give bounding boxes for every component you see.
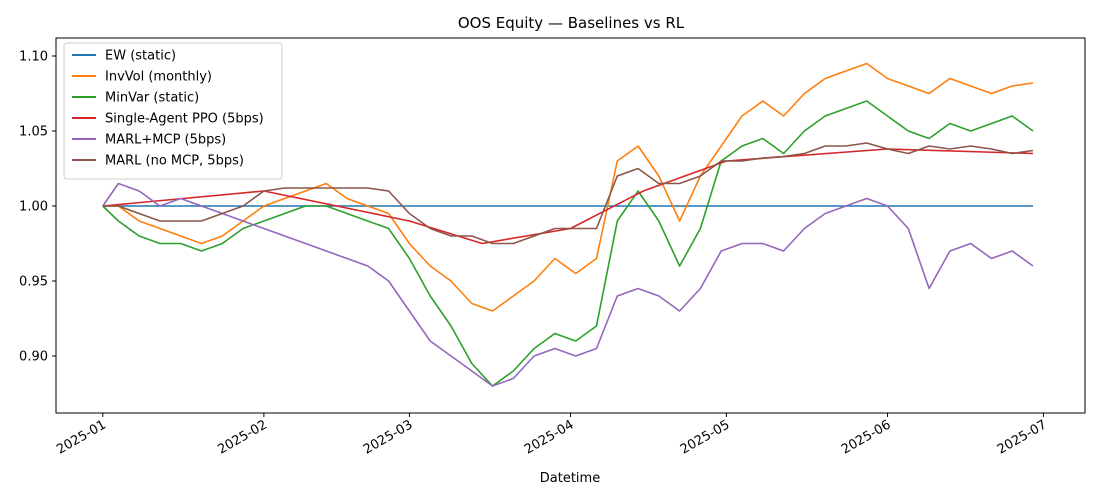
series-layer (102, 62, 1034, 387)
legend-box (63, 42, 283, 180)
legend-entry-label: InvVol (monthly) (105, 70, 212, 85)
legend-entry-label: EW (static) (105, 49, 176, 64)
legend-entry-label: MARL+MCP (5bps) (105, 133, 226, 148)
y-axis: 0.90 0.95 1.00 1.05 1.10 (19, 50, 56, 365)
legend-entry-label: Single-Agent PPO (5bps) (105, 112, 264, 127)
legend: EW (static) InvVol (monthly) MinVar (stati… (63, 42, 283, 180)
legend-entry-label: MinVar (static) (105, 91, 199, 106)
y-tick-label: 1.05 (19, 125, 48, 140)
legend-entry-label: MARL (no MCP, 5bps) (105, 154, 244, 169)
series-line-4 (102, 182, 1034, 387)
y-tick-label: 0.90 (19, 350, 48, 365)
series-line-5 (102, 142, 1034, 245)
y-tick-label: 1.10 (19, 50, 48, 65)
chart-title: OOS Equity — Baselines vs RL (458, 14, 685, 32)
series-line-1 (102, 62, 1034, 312)
y-tick-label: 0.95 (19, 275, 48, 290)
y-tick-label: 1.00 (19, 200, 48, 215)
x-axis-label: Datetime (540, 471, 600, 486)
